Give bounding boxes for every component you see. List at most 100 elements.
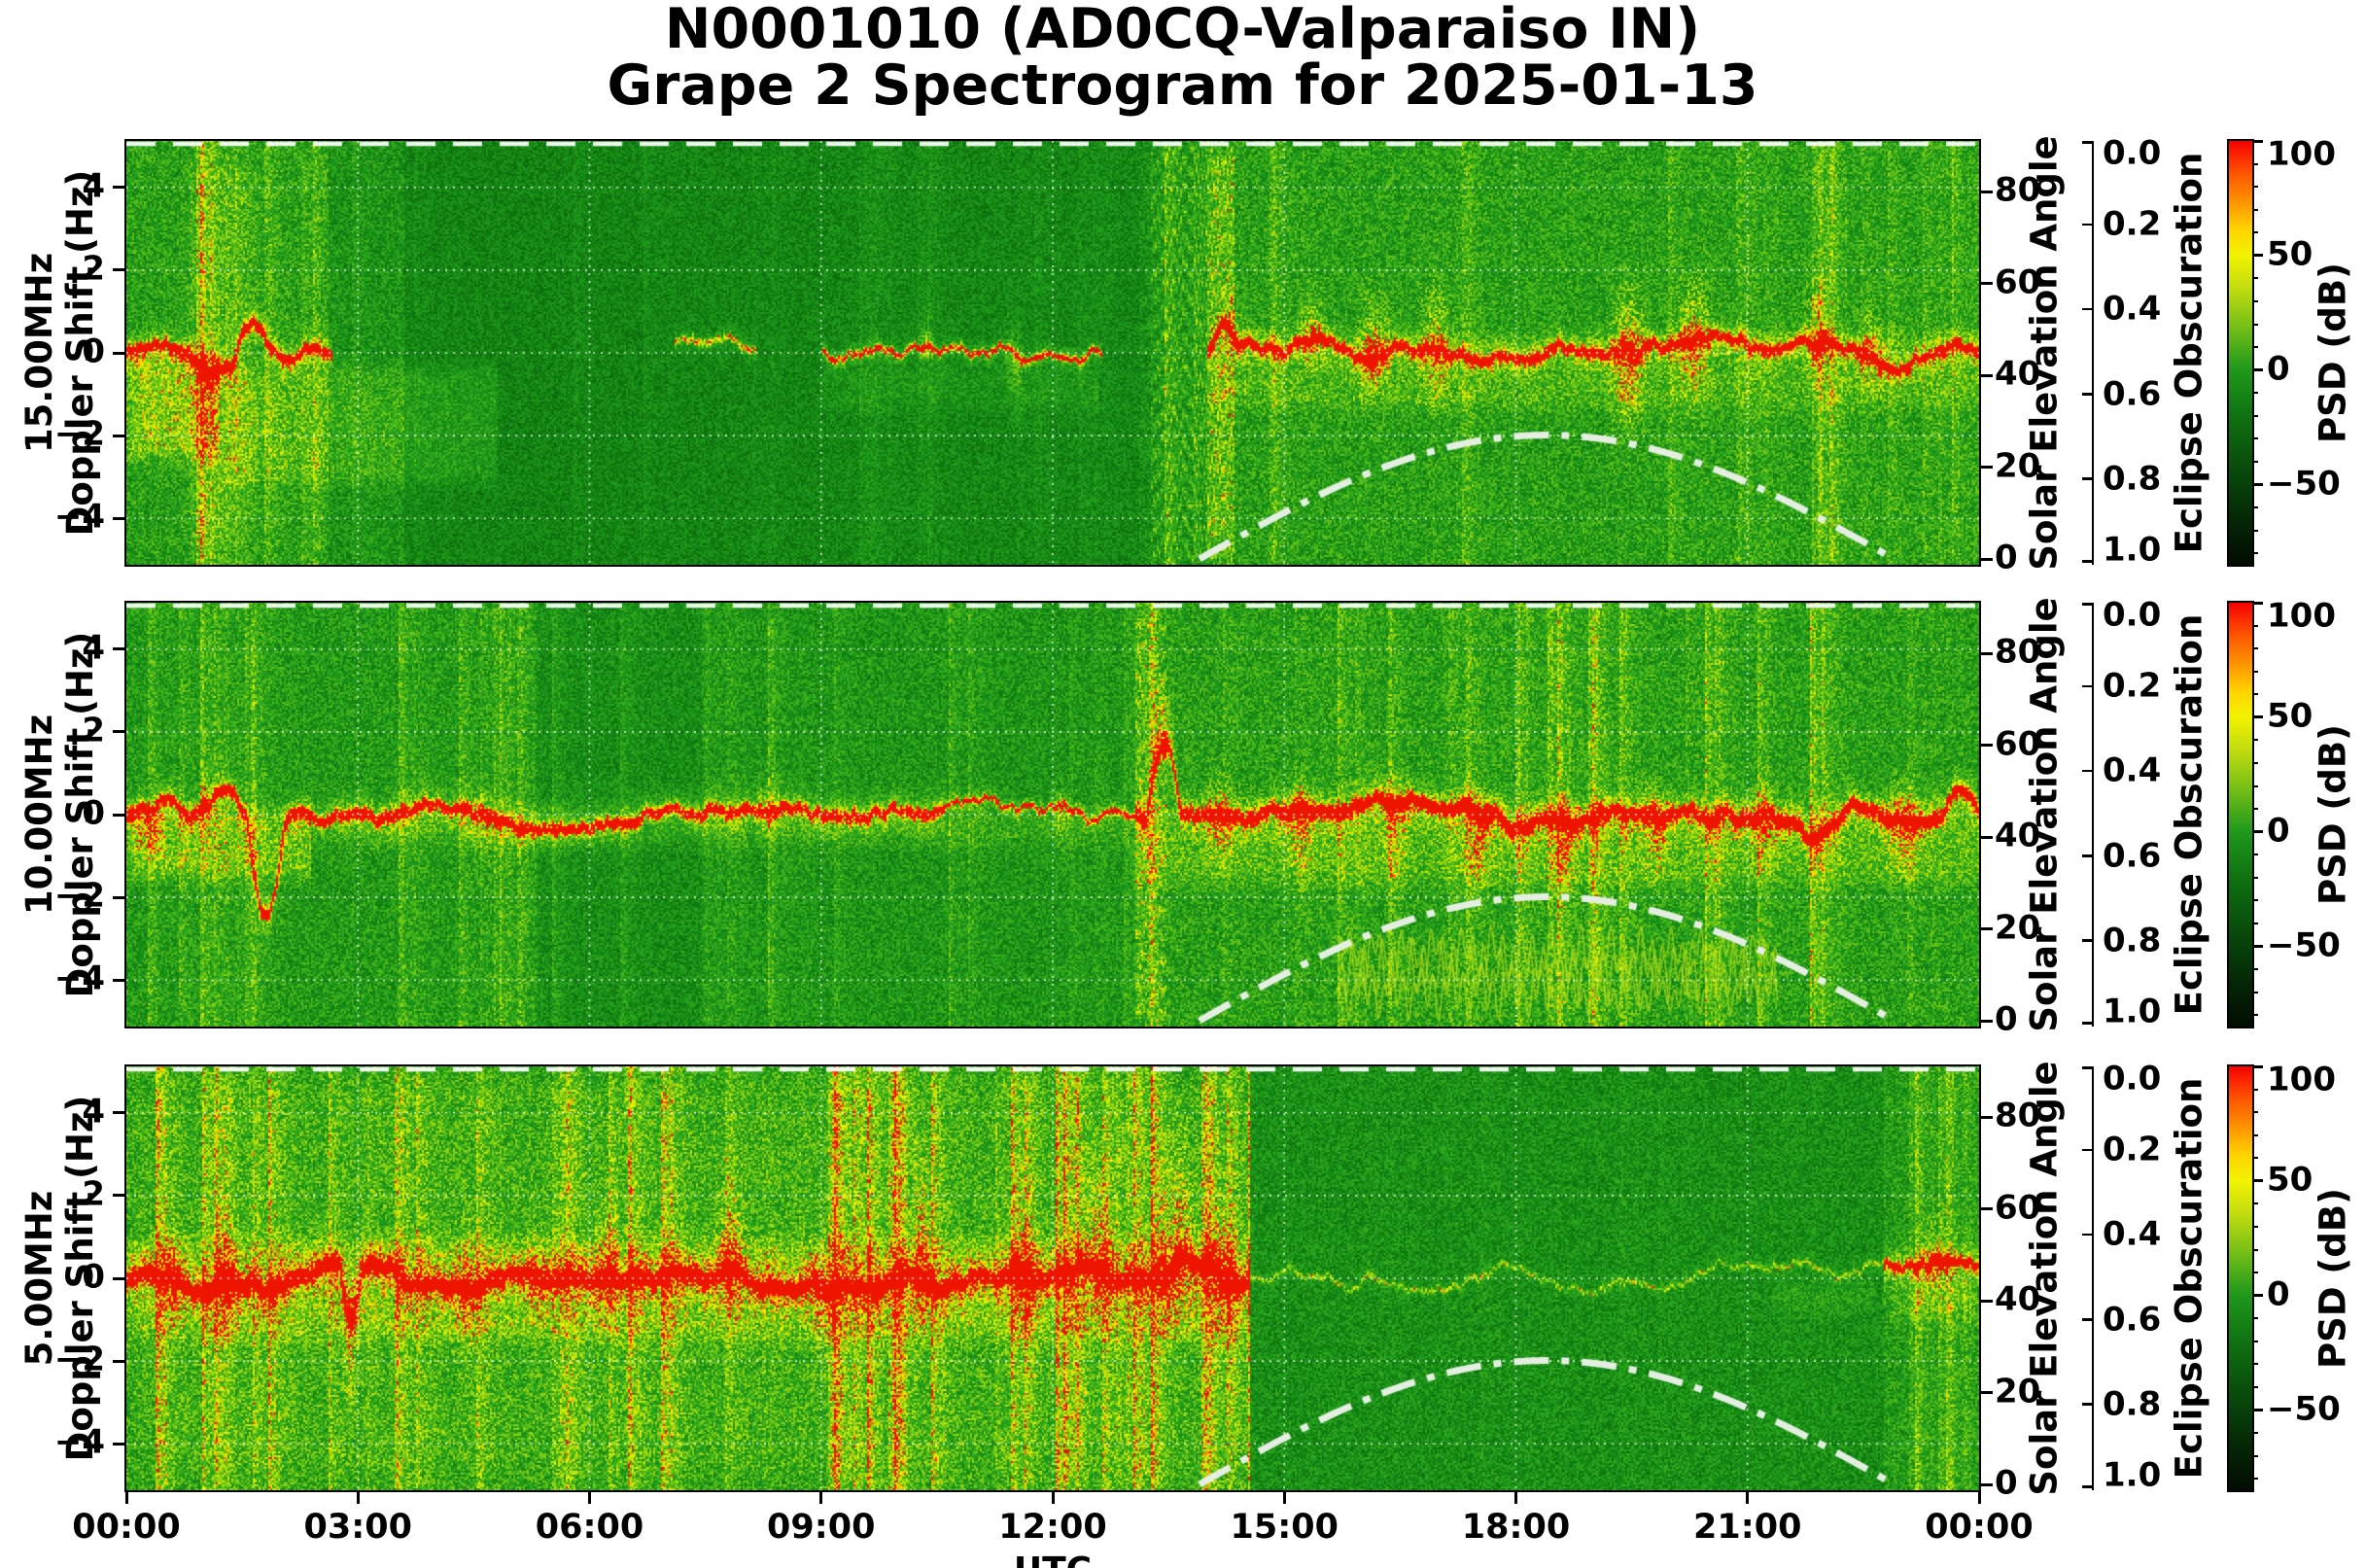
- solar-tick-label: 40: [1995, 816, 2041, 855]
- psd-minor-tick-mark: [2252, 968, 2258, 971]
- solar-tick-mark: [1981, 557, 1993, 561]
- psd-minor-tick-mark: [2252, 876, 2258, 879]
- psd-minor-tick-mark: [2252, 346, 2258, 349]
- eclipse-tick-mark: [2082, 1233, 2092, 1237]
- eclipse-tick-label: 0.6: [2103, 1299, 2162, 1339]
- psd-minor-tick-mark: [2252, 991, 2258, 993]
- eclipse-tick-label: 1.0: [2103, 992, 2162, 1031]
- psd-tick-label: −50: [2267, 924, 2341, 964]
- psd-minor-tick-mark: [2252, 670, 2258, 673]
- eclipse-tick-mark: [2082, 769, 2092, 773]
- solar-tick-mark: [1981, 1391, 1993, 1395]
- psd-minor-tick-mark: [2252, 1272, 2258, 1274]
- doppler-tick-label: 2: [82, 1174, 105, 1214]
- eclipse-tick-label: 0.8: [2103, 459, 2162, 499]
- psd-minor-tick-mark: [2252, 739, 2258, 742]
- psd-tick-mark: [2252, 945, 2263, 948]
- eclipse-axis-spine: [2092, 1066, 2094, 1490]
- psd-tick-mark: [2252, 483, 2263, 486]
- psd-minor-tick-mark: [2252, 414, 2258, 417]
- solar-tick-mark: [1981, 1482, 1993, 1486]
- solar-tick-mark: [1981, 466, 1993, 470]
- psd-minor-tick-mark: [2252, 460, 2258, 463]
- eclipse-axis-spine: [2092, 141, 2094, 565]
- eclipse-obscuration-axis-label-1: Eclipse Obscuration: [2168, 152, 2210, 554]
- doppler-tick-mark: [113, 516, 124, 520]
- doppler-tick-label: 0: [82, 331, 105, 371]
- psd-tick-mark: [2252, 139, 2263, 143]
- doppler-tick-label: −4: [53, 497, 105, 537]
- solar-tick-mark: [1981, 1207, 1993, 1211]
- psd-tick-mark: [2252, 368, 2263, 372]
- eclipse-tick-label: 0.0: [2103, 595, 2162, 635]
- doppler-tick-label: −4: [53, 1422, 105, 1462]
- eclipse-tick-mark: [2082, 939, 2092, 942]
- solar-tick-label: 80: [1995, 170, 2041, 210]
- eclipse-tick-mark: [2082, 141, 2092, 144]
- psd-minor-tick-mark: [2252, 392, 2258, 395]
- doppler-tick-label: −4: [53, 958, 105, 998]
- solar-tick-label: 60: [1995, 1188, 2041, 1228]
- eclipse-tick-mark: [2082, 603, 2092, 606]
- solar-tick-label: 0: [1995, 999, 2018, 1039]
- eclipse-tick-mark: [2082, 1485, 2092, 1488]
- psd-tick-label: 0: [2267, 811, 2290, 851]
- doppler-tick-label: 4: [82, 166, 105, 206]
- eclipse-tick-label: 1.0: [2103, 530, 2162, 570]
- doppler-tick-mark: [113, 268, 124, 272]
- psd-colorbar-label-3: PSD (dB): [2312, 1188, 2354, 1369]
- eclipse-tick-label: 0.6: [2103, 373, 2162, 413]
- eclipse-tick-label: 0.8: [2103, 1384, 2162, 1424]
- eclipse-obscuration-axis-label-3: Eclipse Obscuration: [2168, 1077, 2210, 1480]
- psd-tick-mark: [2252, 1409, 2263, 1411]
- eclipse-tick-label: 0.2: [2103, 1130, 2162, 1169]
- psd-tick-label: 0: [2267, 349, 2290, 389]
- doppler-tick-mark: [113, 730, 124, 734]
- psd-tick-mark: [2252, 1064, 2263, 1068]
- solar-tick-mark: [1981, 927, 1993, 931]
- utc-tick-mark: [1514, 1492, 1517, 1504]
- solar-tick-label: 60: [1995, 262, 2041, 302]
- doppler-tick-mark: [113, 1359, 124, 1363]
- doppler-tick-mark: [113, 978, 124, 982]
- solar-tick-label: 20: [1995, 907, 2041, 947]
- psd-minor-tick-mark: [2252, 208, 2258, 211]
- psd-tick-label: −50: [2267, 1388, 2341, 1428]
- solar-tick-label: 40: [1995, 354, 2041, 394]
- utc-tick-label: 18:00: [1461, 1508, 1571, 1547]
- psd-colorbar-gradient: [2229, 141, 2252, 565]
- psd-minor-tick-mark: [2252, 1133, 2258, 1136]
- doppler-tick-mark: [113, 1194, 124, 1198]
- utc-tick-mark: [588, 1492, 591, 1504]
- psd-minor-tick-mark: [2252, 1088, 2258, 1091]
- psd-minor-tick-mark: [2252, 529, 2258, 532]
- solar-tick-mark: [1981, 1115, 1993, 1119]
- psd-tick-label: 100: [2267, 596, 2336, 636]
- doppler-tick-mark: [113, 1442, 124, 1446]
- solar-tick-mark: [1981, 282, 1993, 286]
- eclipse-tick-mark: [2082, 560, 2092, 563]
- eclipse-tick-mark: [2082, 1403, 2092, 1406]
- psd-minor-tick-mark: [2252, 1385, 2258, 1388]
- psd-tick-label: 0: [2267, 1274, 2290, 1314]
- psd-minor-tick-mark: [2252, 1248, 2258, 1251]
- psd-tick-label: 50: [2267, 696, 2313, 736]
- figure-title-line1: N0001010 (AD0CQ-Valparaiso IN): [664, 0, 1701, 61]
- psd-colorbar-gradient: [2229, 603, 2252, 1027]
- utc-tick-label: 21:00: [1693, 1508, 1802, 1547]
- psd-minor-tick-mark: [2252, 506, 2258, 509]
- spectrogram-plot-5mhz: [124, 1064, 1981, 1492]
- psd-colorbar-gradient: [2229, 1066, 2252, 1490]
- solar-tick-label: 80: [1995, 632, 2041, 672]
- utc-tick-label: 15:00: [1230, 1508, 1339, 1547]
- eclipse-tick-label: 0.8: [2103, 921, 2162, 960]
- psd-minor-tick-mark: [2252, 624, 2258, 627]
- solar-tick-label: 60: [1995, 724, 2041, 764]
- eclipse-tick-mark: [2082, 1066, 2092, 1069]
- doppler-tick-label: 2: [82, 711, 105, 750]
- spectrogram-canvas-10mhz: [126, 603, 1979, 1027]
- solar-tick-label: 0: [1995, 1463, 2018, 1503]
- eclipse-tick-label: 0.2: [2103, 666, 2162, 706]
- psd-minor-tick-mark: [2252, 693, 2258, 696]
